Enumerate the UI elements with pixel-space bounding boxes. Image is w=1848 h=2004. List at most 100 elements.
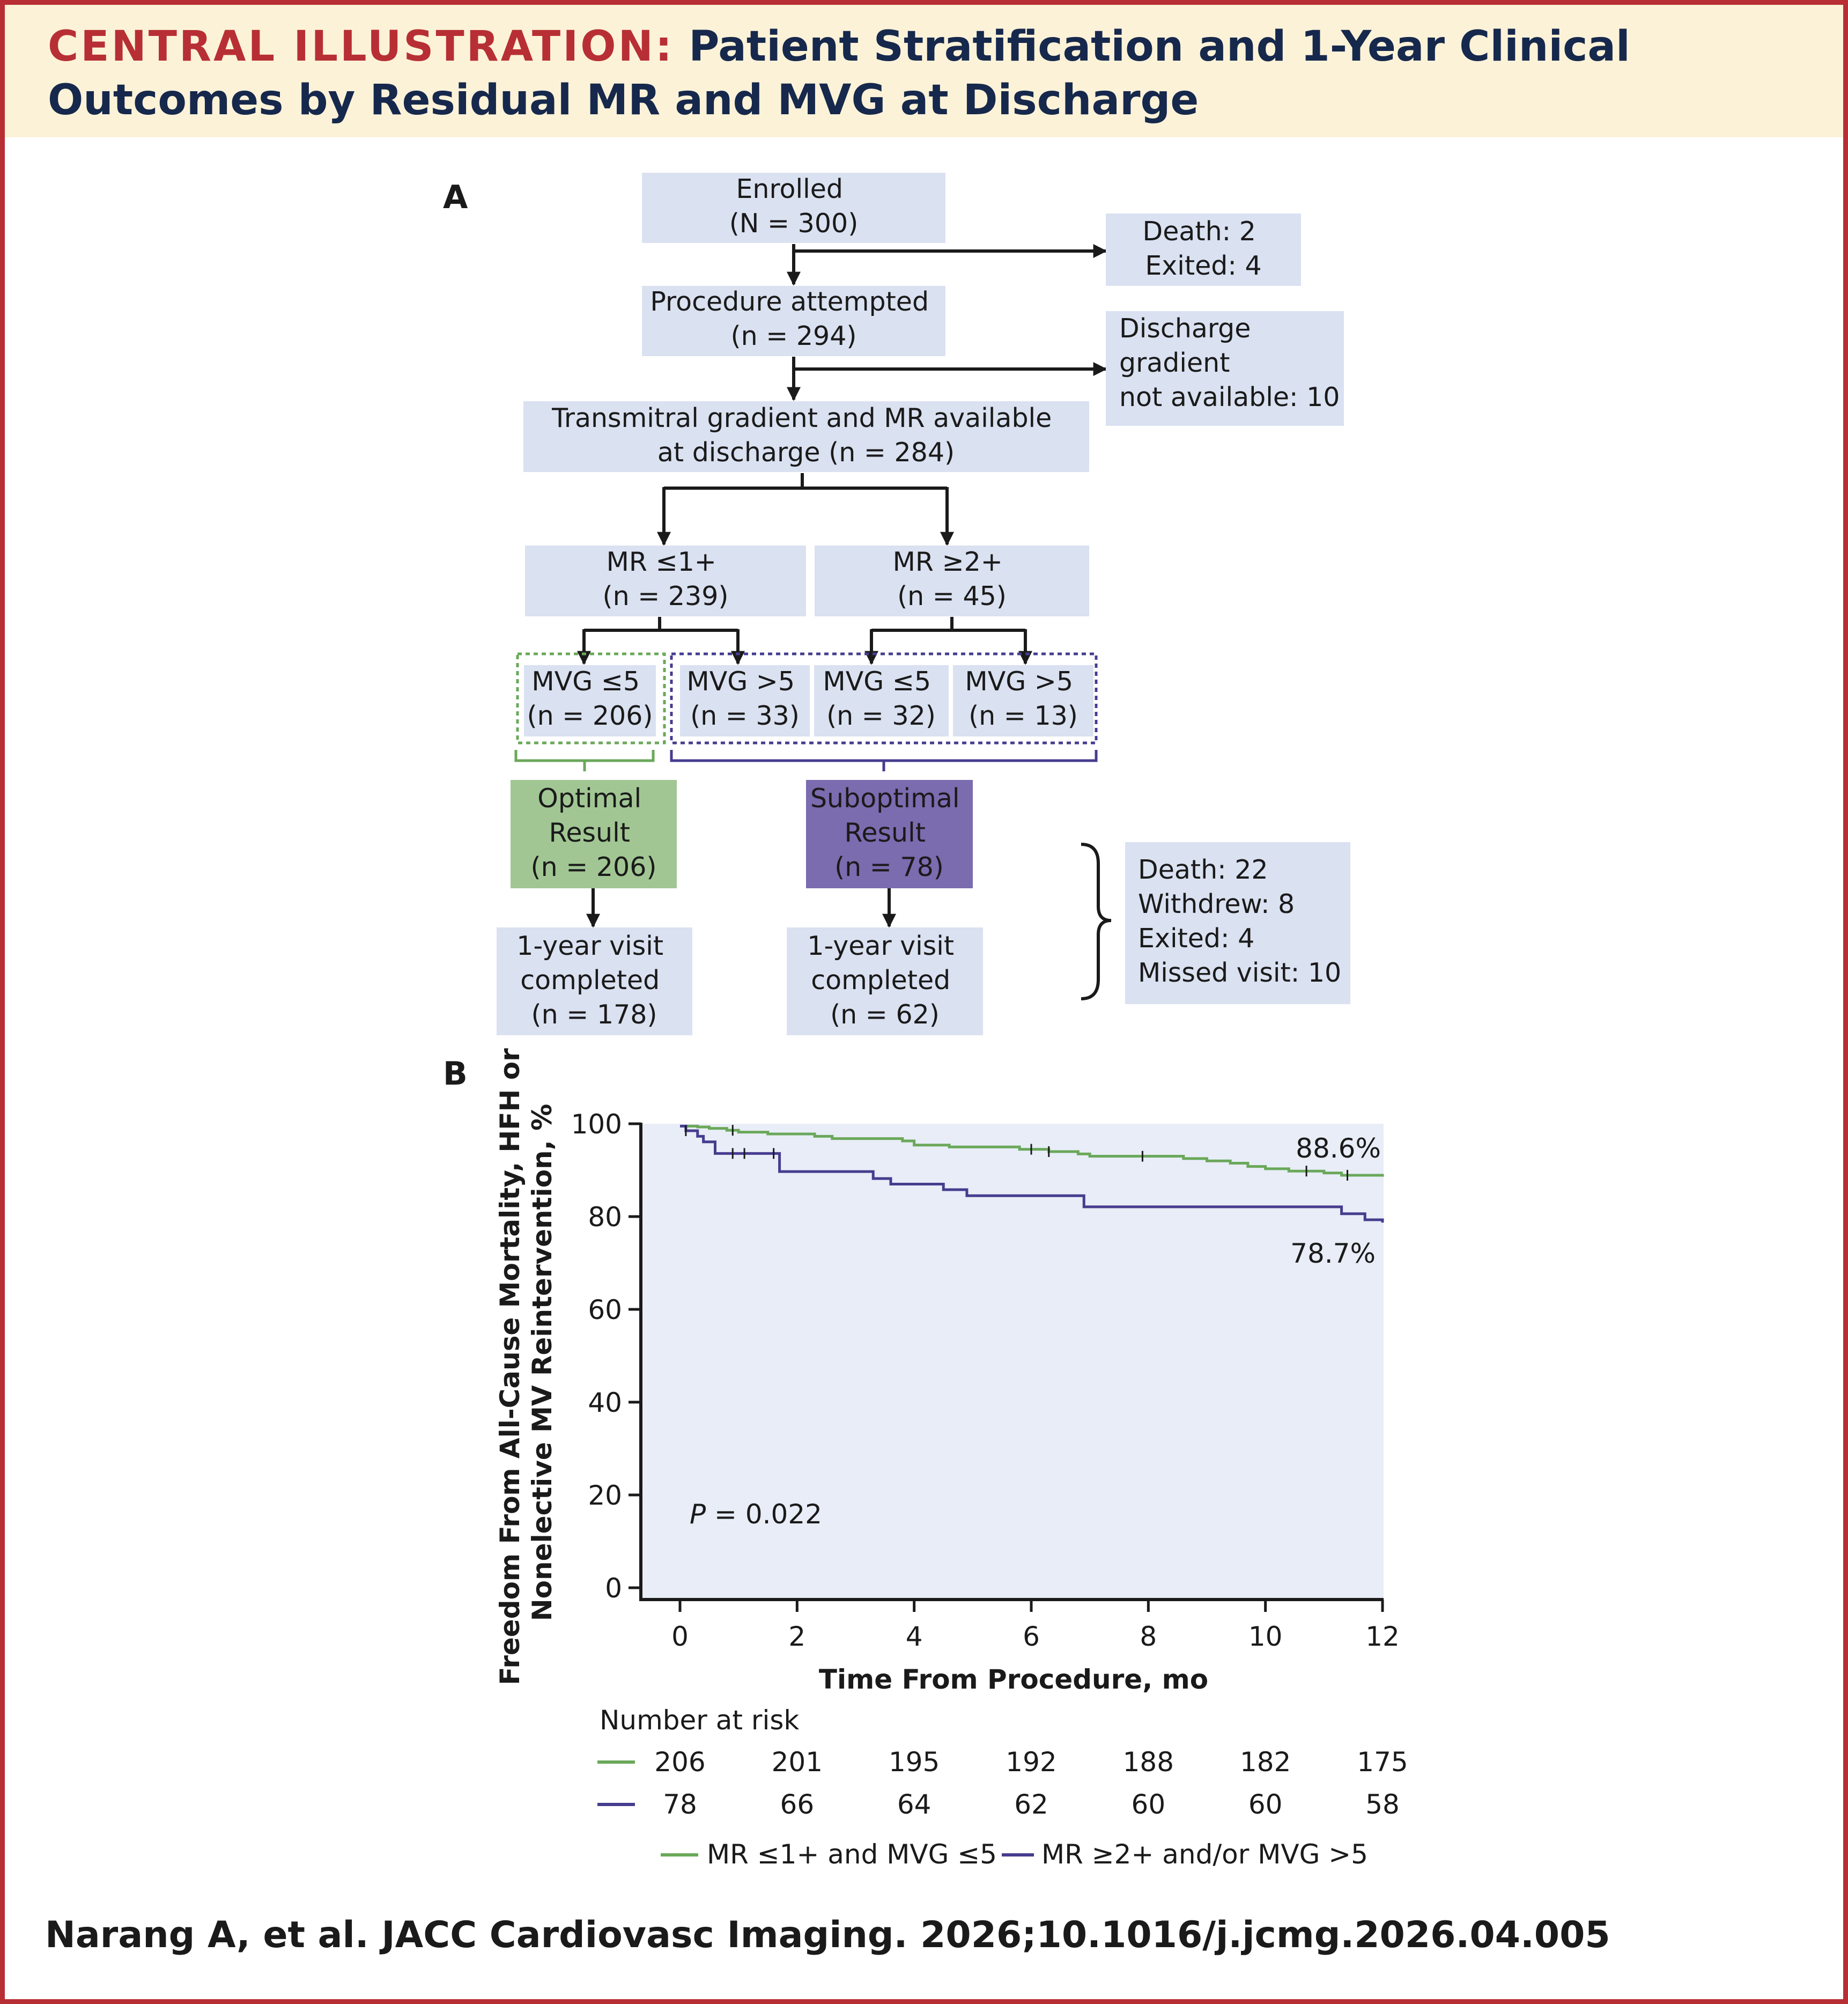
risk-value: 175 — [1357, 1747, 1408, 1778]
excluded-1-line-2: Exited: 4 — [1145, 251, 1261, 281]
risk-value: 62 — [1014, 1789, 1048, 1820]
y-tick-label-60: 60 — [588, 1294, 622, 1325]
procedure-line-2: (n = 294) — [730, 321, 856, 351]
x-tick-label-8: 8 — [1140, 1621, 1157, 1652]
visit-1-line-2: completed — [520, 965, 660, 996]
mvg-2-text: MVG >5 (n = 33) — [686, 666, 803, 731]
header-banner: CENTRAL ILLUSTRATION: Patient Stratifica… — [5, 5, 1843, 137]
y-tick-label-0: 0 — [605, 1573, 622, 1604]
y-tick-label-100: 100 — [571, 1109, 622, 1140]
risk-table: Number at risk 206 201 195 192 188 182 175 78 66… — [597, 1705, 1408, 1820]
enrolled-text: Enrolled (N = 300) — [729, 174, 859, 239]
risk-value: 188 — [1123, 1747, 1174, 1778]
mr-high-line-2: (n = 45) — [897, 581, 1007, 611]
figure-title: CENTRAL ILLUSTRATION: Patient Stratifica… — [48, 20, 1807, 127]
optimal-line-1: Optimal — [537, 783, 641, 814]
optimal-line-3: (n = 206) — [530, 852, 656, 882]
excluded-2-line-1: Discharge — [1119, 313, 1251, 344]
optimal-group-outline — [516, 652, 666, 745]
mr-high-line-1: MR ≥2+ — [893, 547, 1003, 577]
y-axis-label: Freedom From All-Cause Mortality, HFH or… — [494, 1040, 558, 1685]
lost-line-3: Exited: 4 — [1138, 923, 1254, 954]
risk-values: 206 201 195 192 188 182 175 78 66 64 62 60 60 58 — [654, 1747, 1408, 1820]
axis-layer: 0 20 40 60 80 100 0 2 4 6 8 10 12 — [571, 1109, 1400, 1652]
panel-a-letter: A — [443, 179, 468, 216]
excluded-2-line-3: not available: 10 — [1119, 382, 1340, 412]
x-tick-label-10: 10 — [1248, 1621, 1283, 1652]
excluded-1-text: Death: 2 Exited: 4 — [1142, 216, 1264, 281]
mr-low-line-1: MR ≤1+ — [607, 547, 716, 577]
mvg-4-text: MVG >5 (n = 13) — [965, 666, 1081, 731]
risk-value: 60 — [1248, 1789, 1283, 1820]
y-tick-label-80: 80 — [588, 1202, 622, 1233]
visit-box-1 — [497, 927, 692, 1035]
optimal-line-2: Result — [549, 817, 630, 848]
mvg-2-line-1: MVG >5 — [686, 666, 795, 697]
risk-value: 182 — [1240, 1747, 1291, 1778]
mvg-2-line-2: (n = 33) — [690, 701, 800, 731]
risk-value: 78 — [663, 1789, 697, 1820]
lost-line-2: Withdrew: 8 — [1138, 889, 1295, 919]
lost-line-1: Death: 22 — [1138, 854, 1268, 885]
procedure-text: Procedure attempted (n = 294) — [650, 286, 937, 351]
visit-1-line-3: (n = 178) — [531, 999, 657, 1030]
enrolled-line-2: (N = 300) — [729, 208, 859, 239]
mvg-1-line-2: (n = 206) — [527, 701, 653, 731]
citation: Narang A, et al. JACC Cardiovasc Imaging… — [45, 1914, 1610, 1956]
p-label: P — [690, 1499, 706, 1530]
suboptimal-result-text: Suboptimal Result (n = 78) — [810, 783, 968, 882]
visit-2-line-2: completed — [811, 965, 950, 996]
mvg-3-text: MVG ≤5 (n = 32) — [823, 666, 939, 731]
procedure-box — [642, 286, 945, 356]
km-curve-suboptimal — [680, 1124, 1384, 1223]
mvg-box-2 — [680, 665, 810, 736]
visit-2-line-3: (n = 62) — [830, 999, 940, 1030]
procedure-line-1: Procedure attempted — [650, 286, 929, 317]
risk-value: 201 — [772, 1747, 823, 1778]
optimal-bracket — [514, 750, 655, 771]
km-chart: 0 20 40 60 80 100 0 2 4 6 8 10 12 Freedom From All-C… — [494, 1040, 1400, 1695]
p-value-text: P = 0.022 — [690, 1499, 822, 1530]
mvg-3-line-2: (n = 32) — [826, 701, 936, 731]
legend-label-purple: MR ≥2+ and/or MVG >5 — [1041, 1839, 1368, 1870]
purple-end-label: 78.7% — [1290, 1238, 1376, 1269]
mvg-1-line-1: MVG ≤5 — [531, 666, 640, 697]
flow-connectors — [577, 244, 1107, 928]
risk-table-title: Number at risk — [600, 1705, 799, 1736]
x-tick-label-4: 4 — [906, 1621, 923, 1652]
risk-value: 60 — [1132, 1789, 1166, 1820]
enrolled-line-1: Enrolled — [736, 174, 843, 204]
series-layer — [680, 1124, 1384, 1223]
suboptimal-group-outline — [670, 652, 1098, 745]
mvg-3-line-1: MVG ≤5 — [823, 666, 931, 697]
x-tick-label-12: 12 — [1365, 1621, 1400, 1652]
mvg-4-line-2: (n = 13) — [969, 701, 1078, 731]
plot-area — [641, 1124, 1384, 1598]
excluded-box-2 — [1106, 311, 1344, 426]
enrolled-box — [642, 173, 945, 243]
title-line-1: Patient Stratification and 1-Year Clinic… — [689, 23, 1630, 71]
lost-followup-text: Death: 22 Withdrew: 8 Exited: 4 Missed v… — [1138, 854, 1341, 988]
available-line-1: Transmitral gradient and MR available — [551, 403, 1052, 433]
excluded-1-line-1: Death: 2 — [1142, 216, 1255, 247]
y-axis-label-line-2: Nonelective MV Reintervention, % — [527, 1104, 558, 1621]
mvg-box-1 — [524, 665, 656, 736]
y-axis-label-line-1: Freedom From All-Cause Mortality, HFH or — [494, 1048, 526, 1685]
excluded-2-text: Discharge gradient not available: 10 — [1119, 313, 1340, 412]
mr-low-line-2: (n = 239) — [602, 581, 728, 611]
title-line-2: Outcomes by Residual MR and MVG at Disch… — [48, 76, 1199, 124]
mr-high-box — [815, 546, 1089, 616]
risk-value: 64 — [897, 1789, 932, 1820]
suboptimal-line-3: (n = 78) — [834, 852, 944, 882]
suboptimal-result-box — [806, 780, 973, 888]
risk-value: 58 — [1365, 1789, 1400, 1820]
risk-value: 66 — [780, 1789, 815, 1820]
y-tick-label-20: 20 — [588, 1480, 622, 1511]
p-value: = 0.022 — [706, 1499, 822, 1530]
excluded-2-line-2: gradient — [1119, 348, 1230, 378]
loss-brace — [1081, 843, 1112, 1000]
risk-value: 195 — [889, 1747, 940, 1778]
optimal-result-text: Optimal Result (n = 206) — [530, 783, 656, 882]
